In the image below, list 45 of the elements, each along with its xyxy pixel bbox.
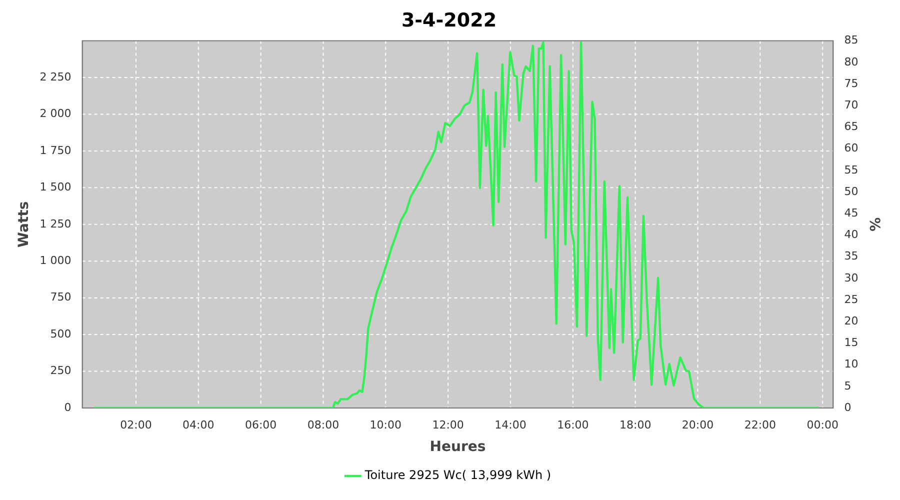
y2-tick-label: 65 bbox=[844, 120, 858, 134]
y-tick-label: 2 250 bbox=[40, 70, 72, 84]
y-tick-label: 1 000 bbox=[40, 254, 72, 267]
y-tick-label: 0 bbox=[64, 400, 72, 414]
y2-tick-label: 80 bbox=[844, 55, 858, 68]
x-tick-label: 08:00 bbox=[307, 418, 340, 432]
y2-tick-label: 10 bbox=[844, 358, 858, 371]
y2-tick-label: 25 bbox=[844, 292, 858, 306]
y-tick-label: 2 000 bbox=[40, 107, 72, 120]
x-tick-label: 04:00 bbox=[182, 418, 214, 432]
y-tick-label: 250 bbox=[50, 364, 72, 378]
y2-tick-label: 85 bbox=[844, 34, 858, 47]
x-axis-title: Heures bbox=[430, 439, 486, 456]
y2-tick-label: 15 bbox=[844, 336, 858, 350]
y2-tick-label: 60 bbox=[844, 142, 858, 155]
y2-tick-label: 75 bbox=[844, 76, 858, 90]
y2-tick-label: 0 bbox=[844, 400, 852, 414]
y-tick-label: 750 bbox=[50, 290, 72, 304]
y2-tick-label: 5 bbox=[844, 379, 852, 392]
y2-tick-label: 30 bbox=[844, 271, 858, 284]
y2-tick-label: 45 bbox=[844, 206, 858, 220]
x-tick-label: 00:00 bbox=[806, 418, 838, 432]
y-tick-label: 500 bbox=[50, 327, 72, 340]
x-tick-label: 22:00 bbox=[744, 418, 776, 432]
y-tick-label: 1 500 bbox=[40, 180, 72, 194]
x-tick-label: 12:00 bbox=[432, 418, 464, 432]
y2-tick-label: 40 bbox=[844, 228, 858, 242]
x-tick-label: 02:00 bbox=[120, 418, 152, 432]
x-tick-label: 06:00 bbox=[244, 418, 277, 432]
y2-tick-label: 50 bbox=[844, 184, 858, 198]
y2-axis-title: % bbox=[866, 217, 882, 232]
x-tick-label: 20:00 bbox=[682, 418, 714, 432]
x-tick-label: 18:00 bbox=[619, 418, 652, 432]
y2-tick-label: 55 bbox=[844, 163, 858, 176]
x-tick-label: 10:00 bbox=[370, 418, 402, 432]
y2-tick-label: 35 bbox=[844, 250, 858, 263]
y-tick-label: 1 750 bbox=[40, 144, 72, 157]
x-tick-label: 14:00 bbox=[494, 418, 526, 432]
legend-label: Toiture 2925 Wc( 13,999 kWh ) bbox=[364, 468, 552, 482]
y2-tick-label: 70 bbox=[844, 98, 858, 112]
y-axis-title: Watts bbox=[16, 201, 32, 248]
chart-title: 3-4-2022 bbox=[401, 9, 497, 32]
y2-tick-label: 20 bbox=[844, 314, 858, 328]
x-tick-label: 16:00 bbox=[557, 418, 589, 432]
y-tick-label: 1 250 bbox=[40, 217, 72, 230]
